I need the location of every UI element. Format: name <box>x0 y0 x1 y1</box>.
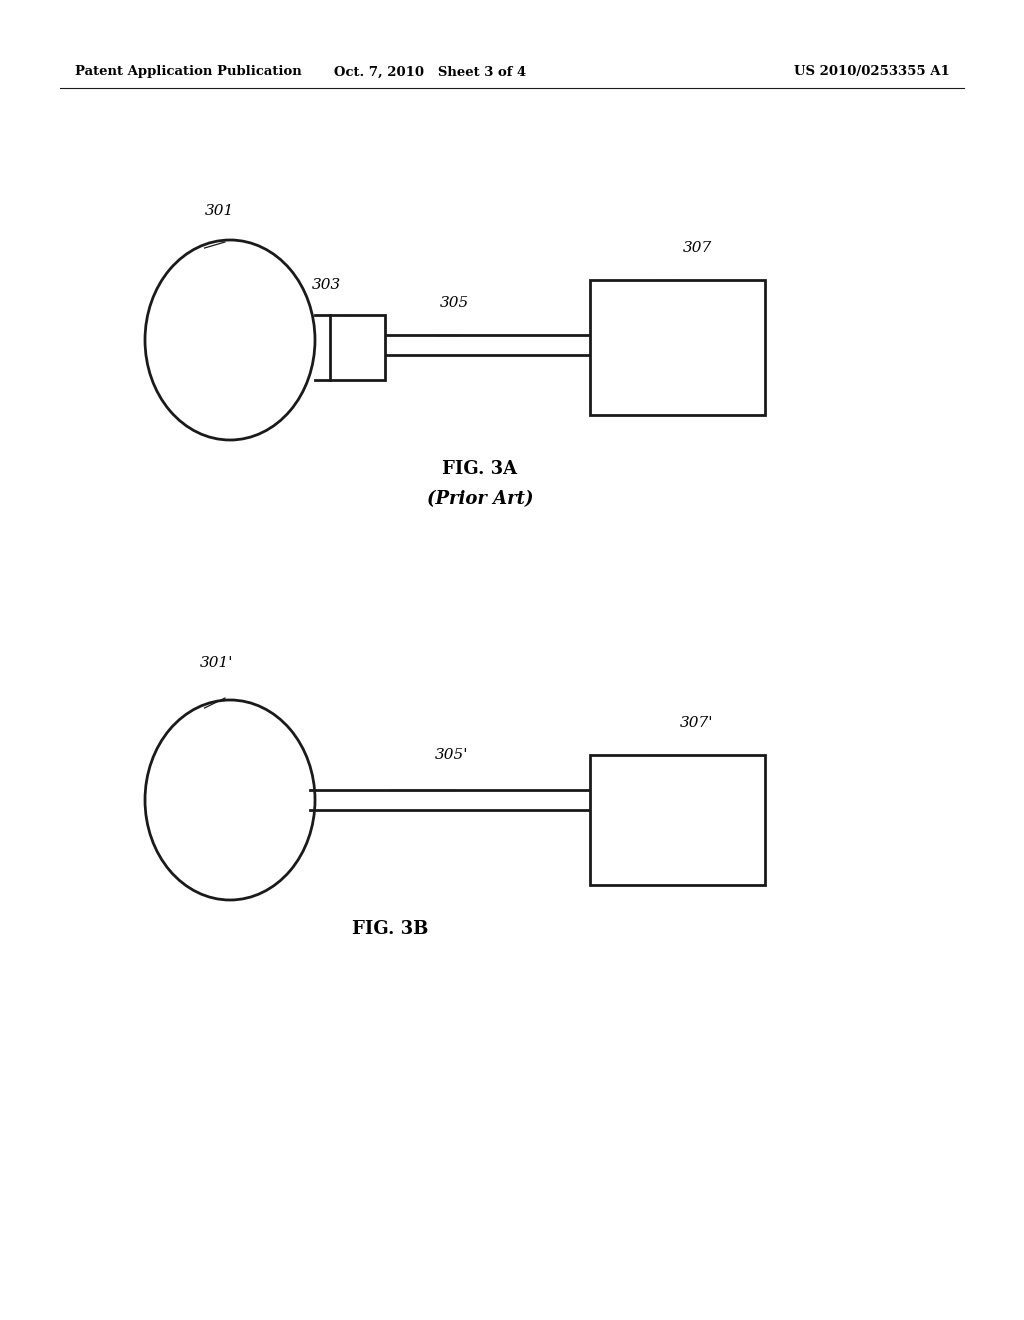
Text: (Prior Art): (Prior Art) <box>427 490 534 508</box>
Text: FIG. 3B: FIG. 3B <box>352 920 428 939</box>
Text: 301: 301 <box>205 205 234 218</box>
Text: Oct. 7, 2010   Sheet 3 of 4: Oct. 7, 2010 Sheet 3 of 4 <box>334 66 526 78</box>
Bar <box>590 755 765 884</box>
Text: 303: 303 <box>312 279 341 292</box>
Text: Patent Application Publication: Patent Application Publication <box>75 66 302 78</box>
Bar <box>330 315 385 380</box>
Text: 307': 307' <box>680 715 714 730</box>
Text: FIG. 3A: FIG. 3A <box>442 459 517 478</box>
Text: 305: 305 <box>440 296 469 310</box>
Text: 305': 305' <box>435 748 469 762</box>
Text: 307: 307 <box>683 242 713 255</box>
Text: US 2010/0253355 A1: US 2010/0253355 A1 <box>795 66 950 78</box>
Text: 301': 301' <box>200 656 233 671</box>
Bar <box>590 280 765 414</box>
